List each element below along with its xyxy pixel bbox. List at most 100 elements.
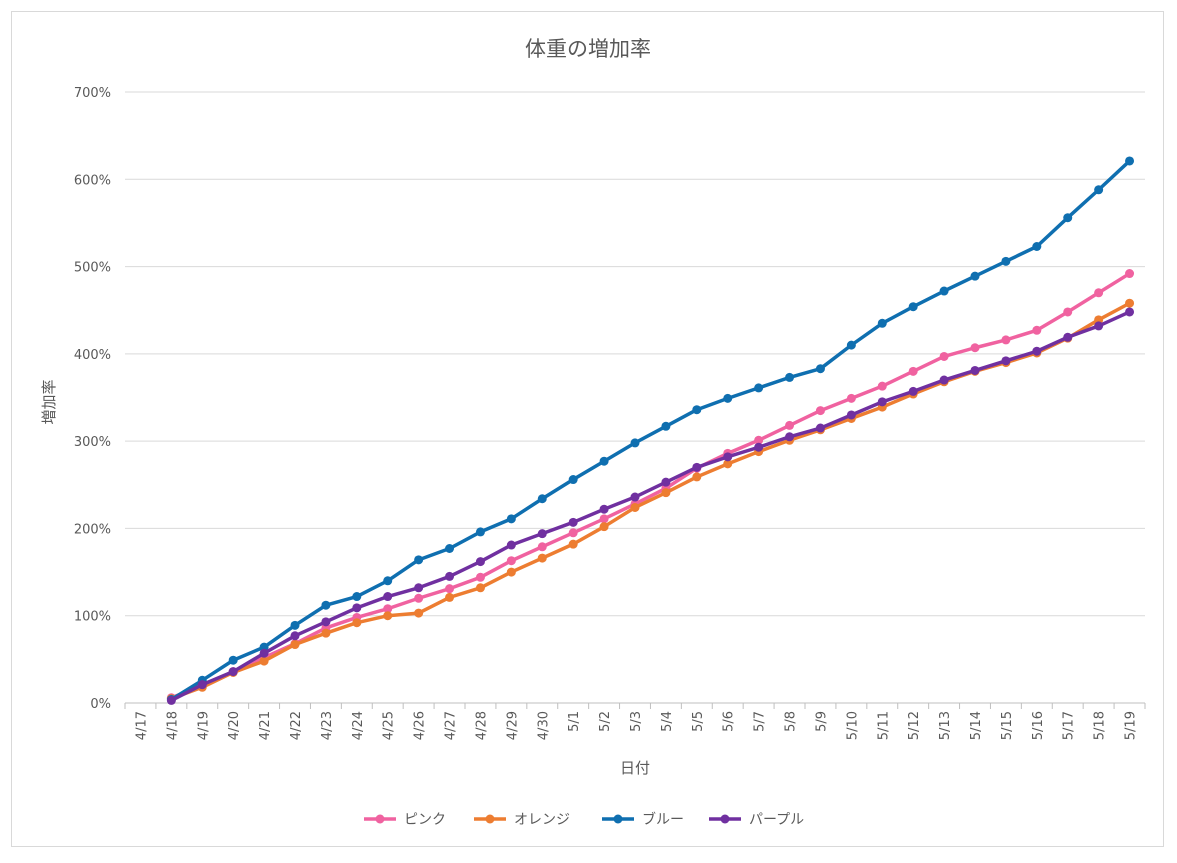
data-point: [537, 542, 547, 552]
legend-label: パープル: [749, 812, 804, 828]
data-point: [723, 452, 733, 462]
data-point: [166, 695, 176, 705]
x-tick-label: 4/30: [536, 711, 551, 740]
x-tick-label: 5/10: [845, 711, 860, 740]
data-point: [661, 488, 671, 498]
data-point: [475, 527, 485, 537]
data-point: [321, 600, 331, 610]
data-point: [383, 604, 393, 614]
data-point: [537, 529, 547, 539]
data-point: [1094, 321, 1104, 331]
x-tick-label: 5/18: [1093, 711, 1108, 740]
x-tick-label: 4/19: [196, 711, 211, 740]
data-point: [383, 576, 393, 586]
data-point: [197, 680, 207, 690]
data-point: [1063, 307, 1073, 317]
data-point: [692, 472, 702, 482]
data-point: [506, 514, 516, 524]
x-tick-label: 4/21: [258, 711, 273, 740]
data-point: [568, 517, 578, 527]
data-point: [352, 592, 362, 602]
legend-entry: パープル: [709, 812, 804, 828]
data-point: [846, 410, 856, 420]
data-point: [877, 397, 887, 407]
data-point: [445, 544, 455, 554]
x-tick-label: 5/8: [784, 711, 799, 732]
x-tick-label: 5/4: [660, 711, 675, 732]
data-point: [815, 364, 825, 374]
data-point: [1094, 288, 1104, 298]
series-line: [169, 159, 1132, 702]
data-point: [228, 655, 238, 665]
series-line: [169, 310, 1132, 703]
data-point: [1001, 256, 1011, 266]
data-point: [908, 386, 918, 396]
x-tick-label: 4/25: [382, 711, 397, 740]
data-point: [1032, 241, 1042, 251]
y-tick-label: 300%: [74, 435, 111, 450]
data-point: [754, 435, 764, 445]
data-point: [877, 381, 887, 391]
x-tick-label: 5/13: [938, 711, 953, 740]
data-point: [630, 438, 640, 448]
data-point: [630, 502, 640, 512]
x-tick-label: 4/27: [444, 711, 459, 740]
data-point: [1032, 346, 1042, 356]
data-point: [692, 462, 702, 472]
data-point: [785, 432, 795, 442]
x-tick-label: 4/28: [474, 711, 489, 740]
data-point: [815, 423, 825, 433]
data-point: [568, 475, 578, 485]
legend-entry: ブルー: [602, 811, 684, 828]
x-tick-label: 5/7: [753, 711, 768, 732]
legend-entry: ピンク: [364, 812, 446, 828]
series-line: [169, 271, 1132, 700]
data-point: [414, 608, 424, 618]
legend-marker: [375, 814, 385, 824]
data-point: [321, 617, 331, 627]
data-point: [568, 539, 578, 549]
line-chart: 体重の増加率 0% 100% 200% 300% 400% 500% 600% 700% 4/…: [40, 37, 1146, 828]
data-point: [506, 540, 516, 550]
legend-marker: [613, 814, 623, 824]
data-point: [908, 366, 918, 376]
data-point: [414, 583, 424, 593]
data-point: [259, 648, 269, 658]
data-point: [723, 459, 733, 469]
x-tick-label: 4/29: [505, 711, 520, 740]
series-パープル: [166, 307, 1135, 705]
data-point: [785, 372, 795, 382]
x-tick-label: 5/11: [876, 711, 891, 740]
x-tick-label: 5/12: [907, 711, 922, 740]
data-point: [1001, 335, 1011, 345]
legend-label: オレンジ: [514, 812, 570, 828]
data-point: [290, 631, 300, 641]
data-point: [939, 286, 949, 296]
data-point: [414, 593, 424, 603]
data-point: [290, 640, 300, 650]
legend: ピンク オレンジ ブルー パープル: [364, 811, 804, 828]
y-tick-label: 200%: [74, 522, 111, 537]
chart-title: 体重の増加率: [525, 37, 651, 61]
series-lines: [166, 156, 1135, 705]
data-point: [1063, 213, 1073, 223]
data-point: [723, 393, 733, 403]
data-point: [908, 302, 918, 312]
x-tick-label: 4/18: [165, 711, 180, 740]
y-axis-ticks: 0% 100% 200% 300% 400% 500% 600% 700%: [74, 86, 111, 712]
data-point: [815, 406, 825, 416]
y-tick-label: 700%: [74, 86, 111, 101]
data-point: [383, 611, 393, 621]
data-point: [383, 592, 393, 602]
x-tick-label: 5/15: [1000, 711, 1015, 740]
data-point: [661, 421, 671, 431]
data-point: [1125, 269, 1135, 279]
legend-label: ブルー: [642, 811, 684, 828]
legend-label: ピンク: [404, 812, 446, 828]
data-point: [1063, 332, 1073, 342]
data-point: [321, 628, 331, 638]
data-point: [661, 477, 671, 487]
data-point: [1001, 356, 1011, 366]
gridlines: [125, 91, 1145, 617]
data-point: [599, 522, 609, 532]
